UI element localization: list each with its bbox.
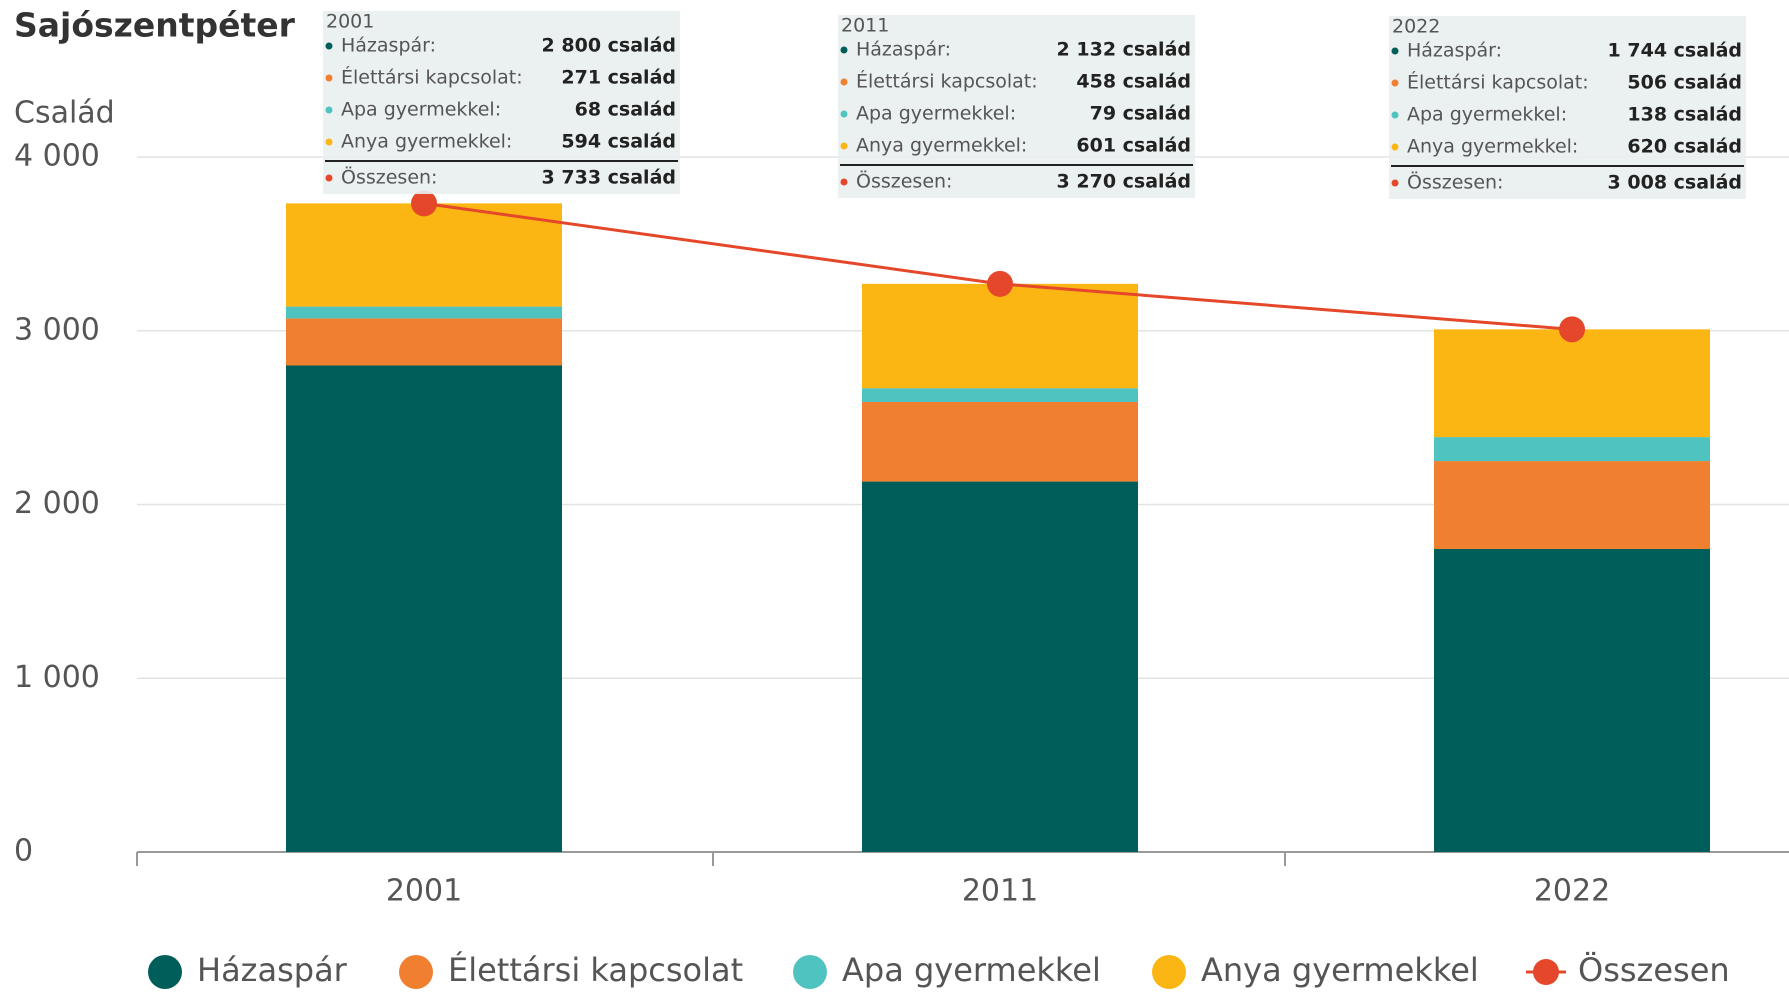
y-tick-label: 2 000 <box>14 486 100 521</box>
tooltip-label: Összesen: <box>856 170 952 193</box>
tooltip-value: 1 744 család <box>1608 40 1742 62</box>
tooltip-value: 506 család <box>1627 72 1742 94</box>
x-tick-label: 2011 <box>962 874 1038 909</box>
bar-segment <box>1434 329 1710 438</box>
tooltip-dot <box>1391 47 1399 55</box>
bar-segment <box>862 283 1138 389</box>
tooltip-dot <box>840 178 848 186</box>
tooltip-label: Apa gyermekkel: <box>1407 104 1567 126</box>
bar-segment <box>862 388 1138 402</box>
legend-label: Élettársi kapcsolat <box>448 951 743 989</box>
tooltip-dot <box>325 106 333 114</box>
tooltip-value: 79 család <box>1090 103 1191 125</box>
tooltip-bg <box>323 11 680 194</box>
tooltip-value: 594 család <box>561 131 676 153</box>
bar-segment <box>286 318 562 366</box>
total-marker <box>411 190 437 217</box>
tooltip-dot <box>325 174 333 182</box>
total-marker <box>1559 316 1585 343</box>
bar-segment <box>862 401 1138 482</box>
y-tick-label: 1 000 <box>14 660 100 695</box>
y-tick-label: 4 000 <box>14 139 100 174</box>
bar-segment <box>286 365 562 852</box>
tooltip-value: 458 család <box>1076 71 1191 93</box>
tooltip-value: 2 800 család <box>542 35 676 57</box>
tooltip-value: 2 132 család <box>1057 39 1191 61</box>
y-tick-label: 3 000 <box>14 312 100 347</box>
tooltip-value: 271 család <box>561 67 676 89</box>
chart-title: Sajószentpéter <box>14 6 296 45</box>
tooltip-title: 2011 <box>841 15 889 37</box>
x-tick-label: 2022 <box>1534 874 1610 909</box>
tooltip-label: Apa gyermekkel: <box>856 103 1016 125</box>
tooltip-value: 601 család <box>1076 135 1191 157</box>
total-marker <box>987 270 1013 297</box>
bar-segment <box>862 481 1138 852</box>
tooltip-dot <box>1391 79 1399 87</box>
legend-swatch <box>148 955 182 989</box>
tooltip-label: Élettársi kapcsolat: <box>1407 71 1589 94</box>
bar-segment <box>286 203 562 307</box>
tooltip-dot <box>1391 179 1399 187</box>
tooltip-dot <box>1391 143 1399 151</box>
y-tick-label: 0 <box>14 834 33 869</box>
tooltip-bg <box>1389 16 1746 199</box>
tooltip-title: 2022 <box>1392 16 1440 38</box>
tooltip-dot <box>325 74 333 82</box>
bar-segment <box>1434 548 1710 852</box>
tooltip-label: Összesen: <box>341 166 437 189</box>
tooltip-title: 2001 <box>326 11 374 33</box>
legend-swatch <box>793 955 827 989</box>
tooltip-label: Házaspár: <box>1407 40 1502 62</box>
tooltip-dot <box>840 46 848 54</box>
tooltip-dot <box>325 138 333 146</box>
tooltip-label: Élettársi kapcsolat: <box>856 70 1038 93</box>
tooltip-value: 3 733 család <box>542 167 676 189</box>
tooltip-dot <box>840 142 848 150</box>
tooltip-label: Házaspár: <box>856 39 951 61</box>
legend-label: Apa gyermekkel <box>842 951 1101 989</box>
legend-label: Összesen <box>1578 951 1730 989</box>
tooltip-dot <box>840 78 848 86</box>
legend-swatch <box>1533 959 1559 985</box>
legend-label: Anya gyermekkel <box>1201 951 1479 989</box>
tooltip-label: Anya gyermekkel: <box>856 135 1027 157</box>
tooltip-dot <box>325 42 333 50</box>
tooltip-value: 620 család <box>1627 136 1742 158</box>
tooltip-dot <box>1391 111 1399 119</box>
tooltip-label: Élettársi kapcsolat: <box>341 66 523 89</box>
tooltip-label: Anya gyermekkel: <box>341 131 512 153</box>
legend-swatch <box>1152 955 1186 989</box>
tooltip-label: Összesen: <box>1407 171 1503 194</box>
tooltip-label: Anya gyermekkel: <box>1407 136 1578 158</box>
tooltip-dot <box>840 110 848 118</box>
tooltip-label: Házaspár: <box>341 35 436 57</box>
tooltip-value: 3 008 család <box>1608 172 1742 194</box>
y-axis-label: Család <box>14 96 115 131</box>
bar-segment <box>1434 437 1710 462</box>
tooltip-bg <box>838 15 1195 198</box>
tooltip-label: Apa gyermekkel: <box>341 99 501 121</box>
x-tick-label: 2001 <box>386 874 462 909</box>
tooltip-value: 138 család <box>1627 104 1742 126</box>
legend-swatch <box>399 955 433 989</box>
tooltip-value: 3 270 család <box>1057 171 1191 193</box>
bar-segment <box>1434 461 1710 549</box>
legend-label: Házaspár <box>197 951 348 989</box>
bar-segment <box>286 306 562 319</box>
tooltip-value: 68 család <box>575 99 676 121</box>
